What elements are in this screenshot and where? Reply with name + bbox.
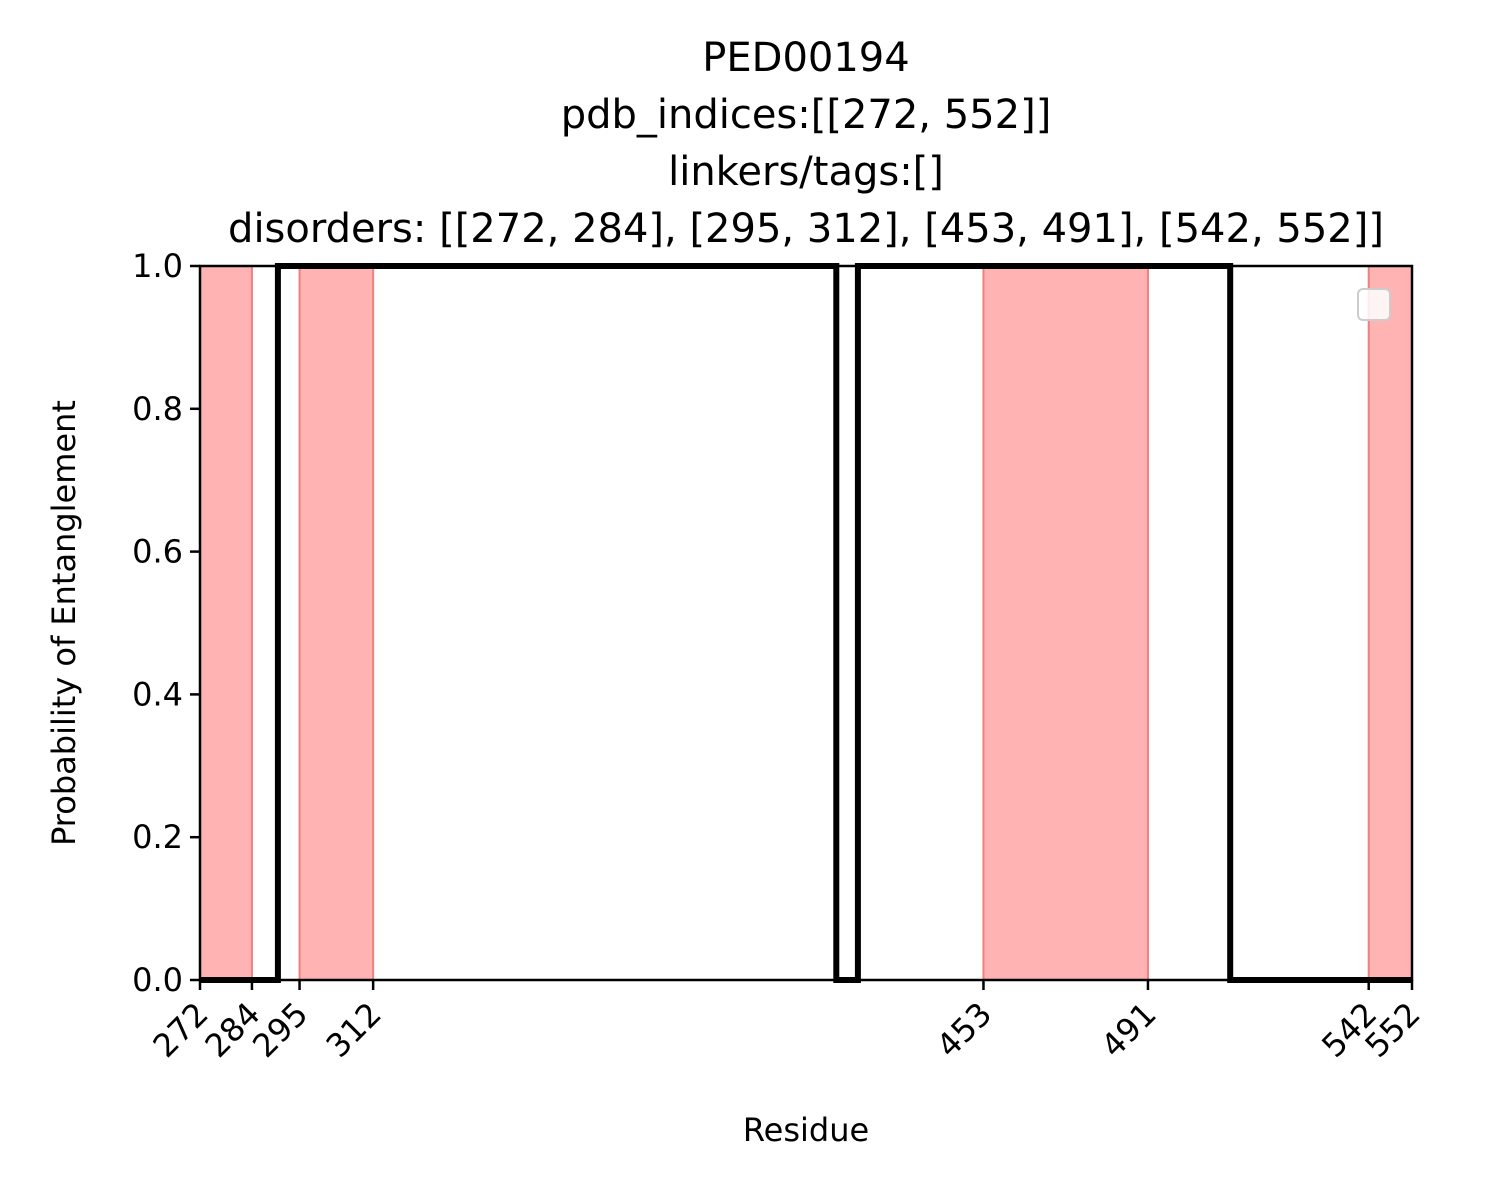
y-tick-label: 0.8 <box>132 390 183 428</box>
disordered-region <box>982 265 1149 981</box>
y-axis: 0.0 0.2 0.4 0.6 0.8 1.0 <box>132 247 200 999</box>
chart-title-line: pdb_indices:[[272, 552]] <box>561 92 1052 138</box>
y-tick-label: 0.2 <box>132 818 183 856</box>
plot-frame <box>198 264 1414 982</box>
disordered-region <box>199 265 253 981</box>
x-tick-label: 295 <box>245 995 315 1065</box>
y-axis-label: Probability of Entanglement <box>45 400 83 846</box>
x-axis-label: Residue <box>743 1111 869 1149</box>
chart-title-line: linkers/tags:[] <box>668 149 944 195</box>
y-tick-label: 1.0 <box>132 247 183 285</box>
x-tick-label: 312 <box>319 995 389 1065</box>
series-layer <box>200 263 1412 983</box>
disordered-region <box>1367 265 1413 981</box>
x-tick-label: 552 <box>1358 995 1428 1065</box>
y-tick-label: 0.4 <box>132 675 183 713</box>
y-tick-label: 0.6 <box>132 533 183 571</box>
chart-title-line: disorders: [[272, 284], [295, 312], [453… <box>228 206 1384 252</box>
x-tick-label: 491 <box>1094 995 1164 1065</box>
y-tick-label: 0.0 <box>132 961 183 999</box>
series-line <box>200 263 1412 983</box>
chart-title: PED00194 pdb_indices:[[272, 552]] linker… <box>228 35 1384 252</box>
x-tick-label: 453 <box>929 995 999 1065</box>
legend-box <box>1357 288 1391 321</box>
legend <box>1357 288 1391 321</box>
chart-title-line: PED00194 <box>702 35 909 81</box>
disordered-region <box>298 265 375 981</box>
